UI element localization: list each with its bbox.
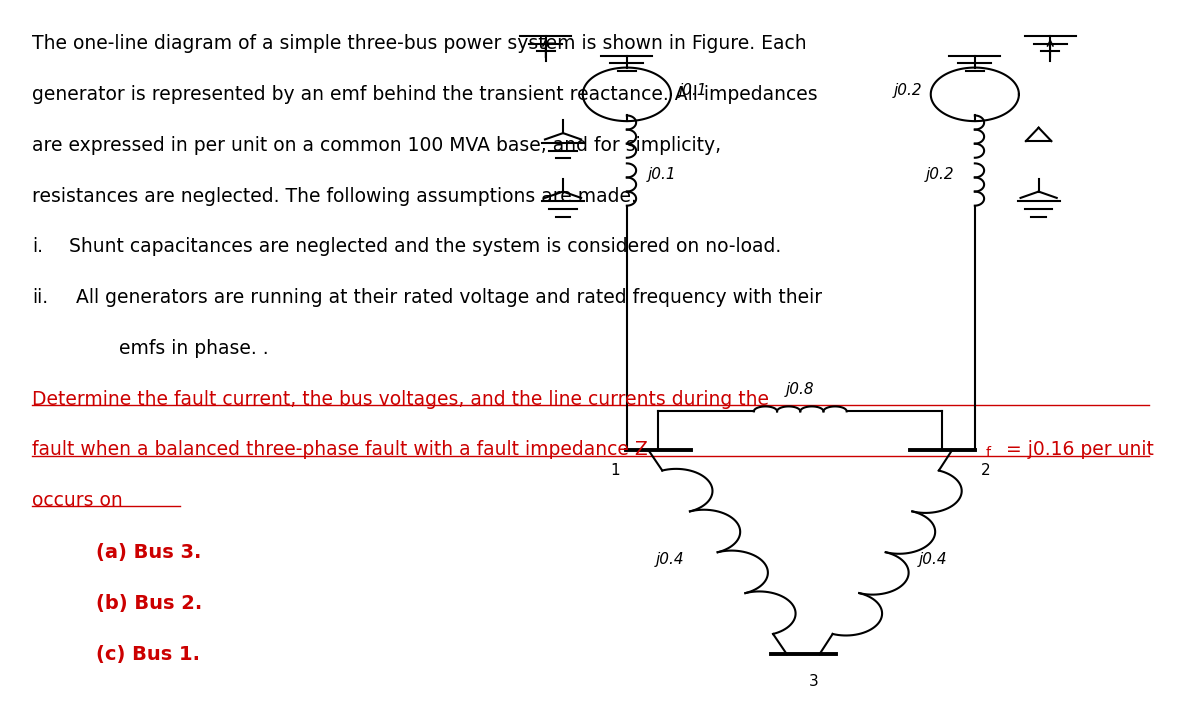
Text: are expressed in per unit on a common 100 MVA base, and for simplicity,: are expressed in per unit on a common 10… — [32, 136, 721, 155]
Text: fault when a balanced three-phase fault with a fault impedance Z: fault when a balanced three-phase fault … — [32, 440, 648, 459]
Text: occurs on: occurs on — [32, 491, 122, 510]
Text: j0.1: j0.1 — [679, 83, 707, 98]
Text: The one-line diagram of a simple three-bus power system is shown in Figure. Each: The one-line diagram of a simple three-b… — [32, 35, 806, 53]
Text: 2: 2 — [981, 463, 990, 478]
Text: Determine the fault current, the bus voltages, and the line currents during the: Determine the fault current, the bus vol… — [32, 390, 769, 408]
Text: generator is represented by an emf behind the transient reactance. All impedance: generator is represented by an emf behin… — [32, 85, 817, 104]
Text: (b) Bus 2.: (b) Bus 2. — [95, 594, 202, 613]
Text: = j0.16 per unit: = j0.16 per unit — [1006, 440, 1155, 459]
Text: j0.8: j0.8 — [786, 382, 814, 398]
Text: emfs in phase. .: emfs in phase. . — [119, 339, 269, 358]
Text: j0.2: j0.2 — [925, 167, 954, 182]
Text: j0.1: j0.1 — [648, 167, 677, 182]
Text: Shunt capacitances are neglected and the system is considered on no-load.: Shunt capacitances are neglected and the… — [69, 237, 781, 256]
Text: ii.: ii. — [32, 288, 48, 307]
Text: 1: 1 — [610, 463, 619, 478]
Text: (c) Bus 1.: (c) Bus 1. — [95, 645, 200, 664]
Text: j0.4: j0.4 — [919, 552, 948, 567]
Text: 3: 3 — [809, 674, 819, 689]
Text: j0.2: j0.2 — [894, 83, 923, 98]
Text: All generators are running at their rated voltage and rated frequency with their: All generators are running at their rate… — [76, 288, 822, 307]
Text: resistances are neglected. The following assumptions are made.: resistances are neglected. The following… — [32, 187, 636, 206]
Text: j0.4: j0.4 — [655, 552, 684, 567]
Text: i.: i. — [32, 237, 43, 256]
Text: (a) Bus 3.: (a) Bus 3. — [95, 543, 201, 562]
Text: f: f — [986, 446, 990, 460]
